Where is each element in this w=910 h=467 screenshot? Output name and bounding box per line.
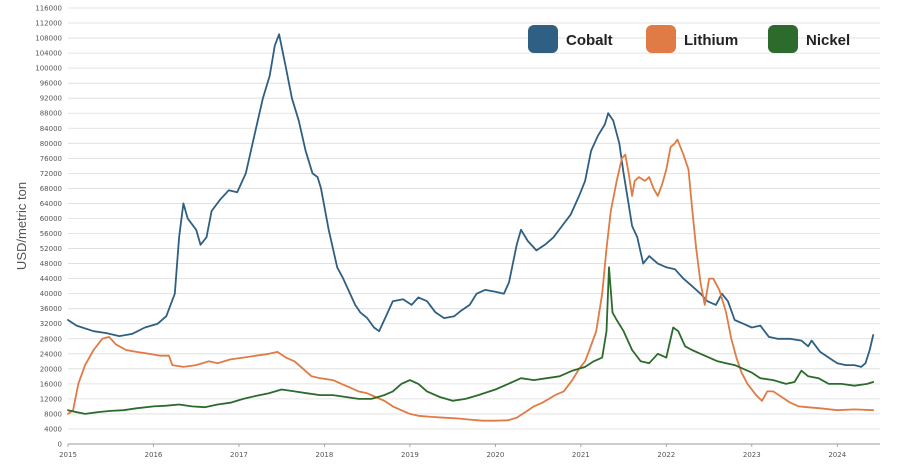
y-tick-label: 40000 [40, 290, 62, 298]
legend-label-nickel: Nickel [806, 32, 850, 49]
y-tick-label: 32000 [40, 320, 62, 328]
legend: Cobalt Lithium Nickel [528, 25, 850, 53]
y-tick-label: 20000 [40, 365, 62, 373]
y-tick-label: 44000 [40, 275, 62, 283]
y-tick-label: 112000 [35, 20, 62, 28]
legend-swatch-nickel [768, 25, 798, 53]
x-tick-label: 2021 [572, 451, 590, 459]
y-tick-label: 92000 [40, 95, 62, 103]
y-tick-label: 68000 [40, 185, 62, 193]
x-tick-label: 2024 [828, 451, 846, 459]
y-axis-label: USD/metric ton [14, 182, 29, 270]
legend-label-cobalt: Cobalt [566, 32, 613, 49]
y-tick-label: 96000 [40, 80, 62, 88]
series-line-nickel [67, 266, 875, 415]
x-tick-label: 2022 [657, 451, 675, 459]
x-axis-ticks: 2015 2016 2017 2018 2019 2020 2021 2022 2023 2024 [59, 444, 847, 459]
y-tick-label: 24000 [40, 350, 62, 358]
y-tick-label: 52000 [40, 245, 62, 253]
x-tick-label: 2018 [316, 451, 334, 459]
y-tick-label: 0 [58, 441, 62, 449]
x-tick-label: 2015 [59, 451, 77, 459]
x-tick-label: 2017 [230, 451, 248, 459]
y-tick-label: 16000 [40, 380, 62, 388]
y-tick-label: 80000 [40, 140, 62, 148]
y-tick-label: 8000 [44, 410, 62, 418]
y-tick-label: 28000 [40, 335, 62, 343]
y-axis-ticks: 0 4000 8000 12000 16000 20000 24000 28000 32000 3… [35, 5, 62, 449]
y-tick-label: 72000 [40, 170, 62, 178]
y-tick-label: 56000 [40, 230, 62, 238]
y-tick-label: 108000 [35, 35, 62, 43]
legend-swatch-lithium [646, 25, 676, 53]
y-tick-label: 100000 [35, 65, 62, 73]
x-tick-label: 2020 [486, 451, 504, 459]
series-line-cobalt [67, 33, 875, 368]
y-tick-label: 116000 [35, 5, 62, 13]
x-tick-label: 2019 [401, 451, 419, 459]
x-tick-label: 2023 [743, 451, 761, 459]
y-tick-label: 12000 [40, 395, 62, 403]
y-tick-label: 104000 [35, 50, 62, 58]
legend-label-lithium: Lithium [684, 32, 738, 49]
y-tick-label: 4000 [44, 425, 62, 433]
y-tick-label: 36000 [40, 305, 62, 313]
y-tick-label: 88000 [40, 110, 62, 118]
y-tick-label: 64000 [40, 200, 62, 208]
y-tick-label: 84000 [40, 125, 62, 133]
y-tick-label: 60000 [40, 215, 62, 223]
legend-swatch-cobalt [528, 25, 558, 53]
series-line-lithium [67, 138, 875, 422]
y-tick-label: 48000 [40, 260, 62, 268]
y-tick-label: 76000 [40, 155, 62, 163]
gridlines [68, 7, 880, 445]
x-tick-label: 2016 [145, 451, 163, 459]
series-lines [67, 33, 875, 422]
